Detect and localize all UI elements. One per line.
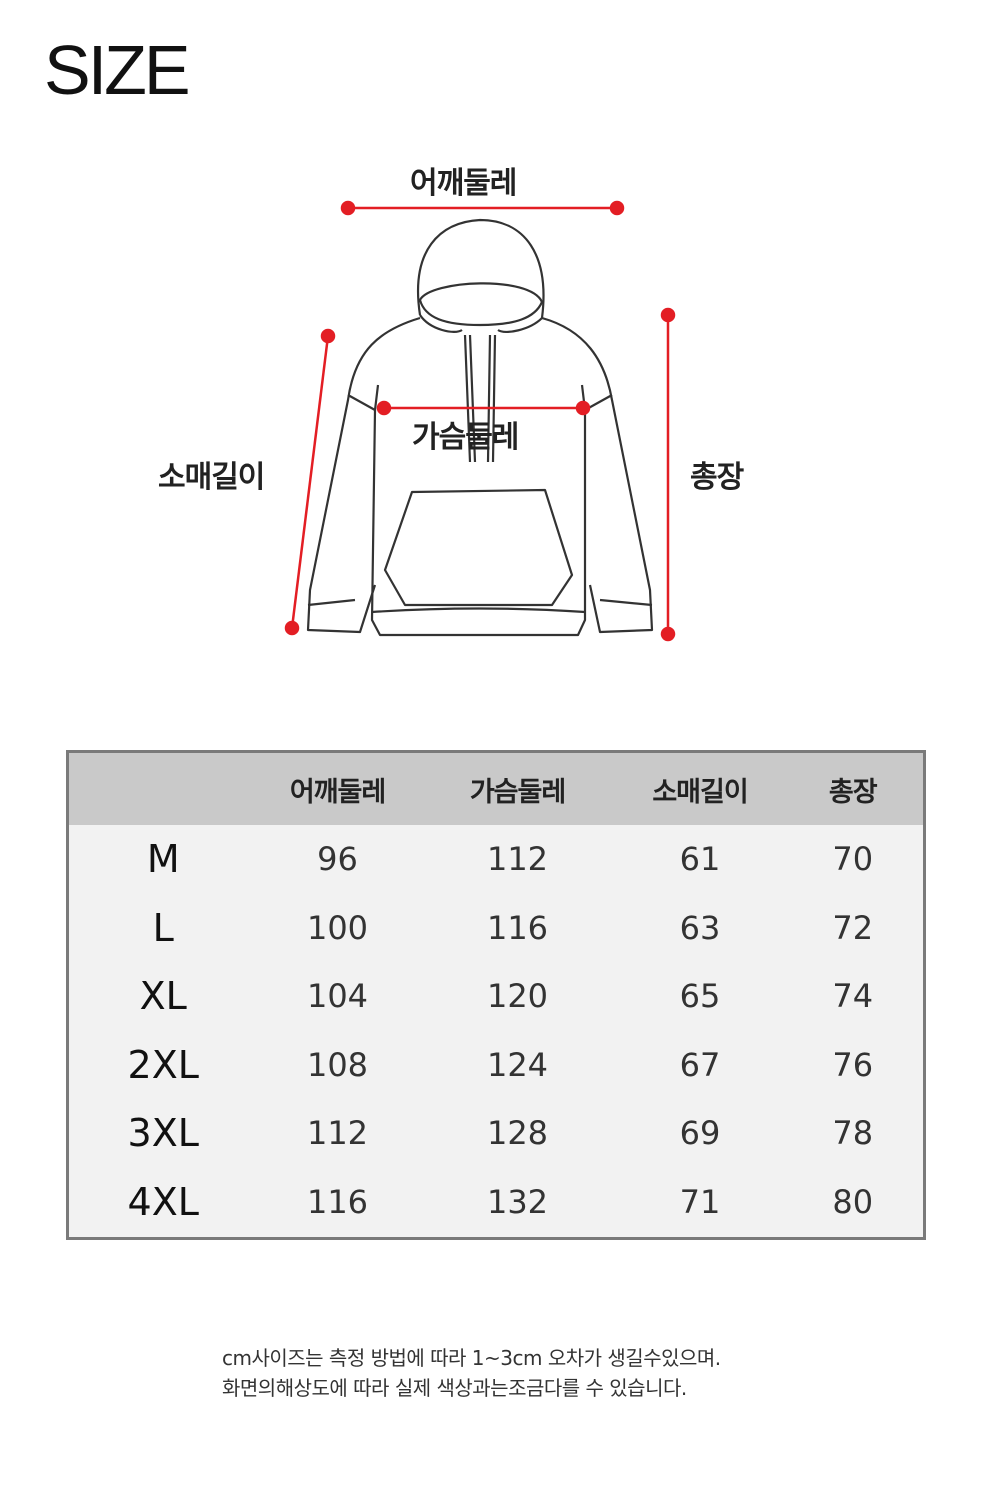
table-row: 2XL 108 124 67 76 [68,1031,925,1100]
hoodie-outline-icon [306,218,654,637]
value-cell: 116 [486,908,549,947]
header-sleeve: 소매길이 [617,751,783,825]
hoodie-diagram [284,200,676,642]
value-cell: 96 [317,840,358,879]
size-table: 어깨둘레 가슴둘레 소매길이 총장 M 96 112 61 70 L 100 116 63 72 X… [66,750,926,1240]
value-cell: 67 [679,1045,721,1084]
value-cell: 104 [306,977,369,1016]
table-row: L 100 116 63 72 [68,894,925,963]
size-cell: L [152,905,174,950]
table-row: 4XL 116 132 71 80 [68,1168,925,1239]
value-cell: 71 [679,1183,721,1222]
value-cell: 116 [306,1183,369,1222]
size-cell: 3XL [127,1111,199,1156]
value-cell: 63 [679,908,721,947]
sleeve-label: 소매길이 [158,460,265,495]
value-cell: 72 [832,908,874,947]
value-cell: 108 [306,1045,369,1084]
value-cell: 80 [832,1183,874,1222]
header-length: 총장 [782,751,925,825]
value-cell: 124 [486,1045,549,1084]
value-cell: 69 [679,1114,721,1153]
value-cell: 128 [486,1114,549,1153]
disclaimer: cm사이즈는 측정 방법에 따라 1~3cm 오차가 생길수있으며. 화면의해상… [222,1343,721,1403]
header-chest: 가슴둘레 [417,751,618,825]
value-cell: 78 [832,1114,874,1153]
shoulder-label: 어깨둘레 [410,166,517,201]
page-title: SIZE [44,31,191,109]
value-cell: 120 [486,977,549,1016]
table-row: 3XL 112 128 69 78 [68,1099,925,1168]
value-cell: 76 [832,1045,874,1084]
note-line: cm사이즈는 측정 방법에 따라 1~3cm 오차가 생길수있으며. [222,1346,721,1370]
sleeve-measure-line [290,335,330,629]
size-cell: 4XL [127,1180,199,1225]
note-line: 화면의해상도에 따라 실제 색상과는조금다를 수 있습니다. [222,1376,687,1400]
table-header-row: 어깨둘레 가슴둘레 소매길이 총장 [67,751,925,825]
value-cell: 100 [306,908,369,947]
table-row: M 96 112 61 70 [68,825,925,894]
value-cell: 112 [306,1114,369,1153]
header-shoulder: 어깨둘레 [257,751,418,825]
header-size [67,751,258,825]
value-cell: 61 [679,840,721,879]
value-cell: 132 [486,1183,549,1222]
table-row: XL 104 120 65 74 [68,962,925,1031]
length-label: 총장 [690,460,744,495]
value-cell: 65 [679,977,721,1016]
value-cell: 70 [832,840,874,879]
size-cell: XL [139,974,187,1019]
value-cell: 112 [486,840,549,879]
value-cell: 74 [832,977,874,1016]
size-cell: M [146,837,180,882]
chest-label: 가슴둘레 [412,420,519,455]
size-cell: 2XL [127,1042,199,1087]
